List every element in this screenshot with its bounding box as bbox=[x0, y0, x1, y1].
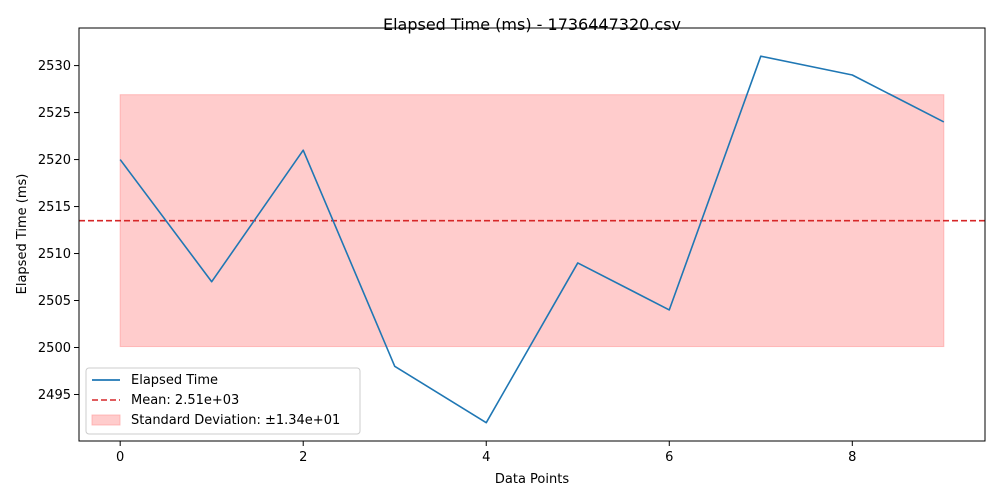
x-tick-label: 8 bbox=[848, 450, 856, 465]
legend: Elapsed Time Mean: 2.51e+03 Standard Dev… bbox=[85, 367, 361, 435]
series-line-0 bbox=[119, 55, 945, 424]
legend-swatch-std-band bbox=[91, 414, 121, 426]
axes-frame bbox=[78, 27, 986, 442]
x-tick-label: 4 bbox=[482, 450, 490, 465]
chart-title: Elapsed Time (ms) - 1736447320.csv bbox=[383, 15, 681, 34]
legend-label-std-band: Standard Deviation: ±1.34e+01 bbox=[131, 413, 340, 428]
y-tick-label: 2530 bbox=[38, 59, 71, 74]
legend-label-elapsed-time: Elapsed Time bbox=[131, 373, 218, 388]
y-tick-label: 2495 bbox=[38, 388, 71, 403]
y-tick-label: 2515 bbox=[38, 200, 71, 215]
y-axis-label: Elapsed Time (ms) bbox=[15, 174, 30, 295]
y-tick-label: 2520 bbox=[38, 153, 71, 168]
y-axis: 2495 2500 2505 2510 2515 2520 2525 2530 bbox=[38, 59, 79, 403]
x-axis-label: Data Points bbox=[495, 472, 569, 487]
legend-box bbox=[85, 367, 361, 435]
legend-label-mean: Mean: 2.51e+03 bbox=[131, 393, 239, 408]
plot-area bbox=[79, 55, 985, 424]
x-axis: 0 2 4 6 8 bbox=[116, 441, 856, 465]
x-tick-label: 0 bbox=[116, 450, 124, 465]
x-tick-label: 2 bbox=[299, 450, 307, 465]
y-tick-label: 2510 bbox=[38, 247, 71, 262]
y-tick-label: 2500 bbox=[38, 341, 71, 356]
y-tick-label: 2525 bbox=[38, 106, 71, 121]
y-tick-label: 2505 bbox=[38, 294, 71, 309]
x-tick-label: 6 bbox=[665, 450, 673, 465]
